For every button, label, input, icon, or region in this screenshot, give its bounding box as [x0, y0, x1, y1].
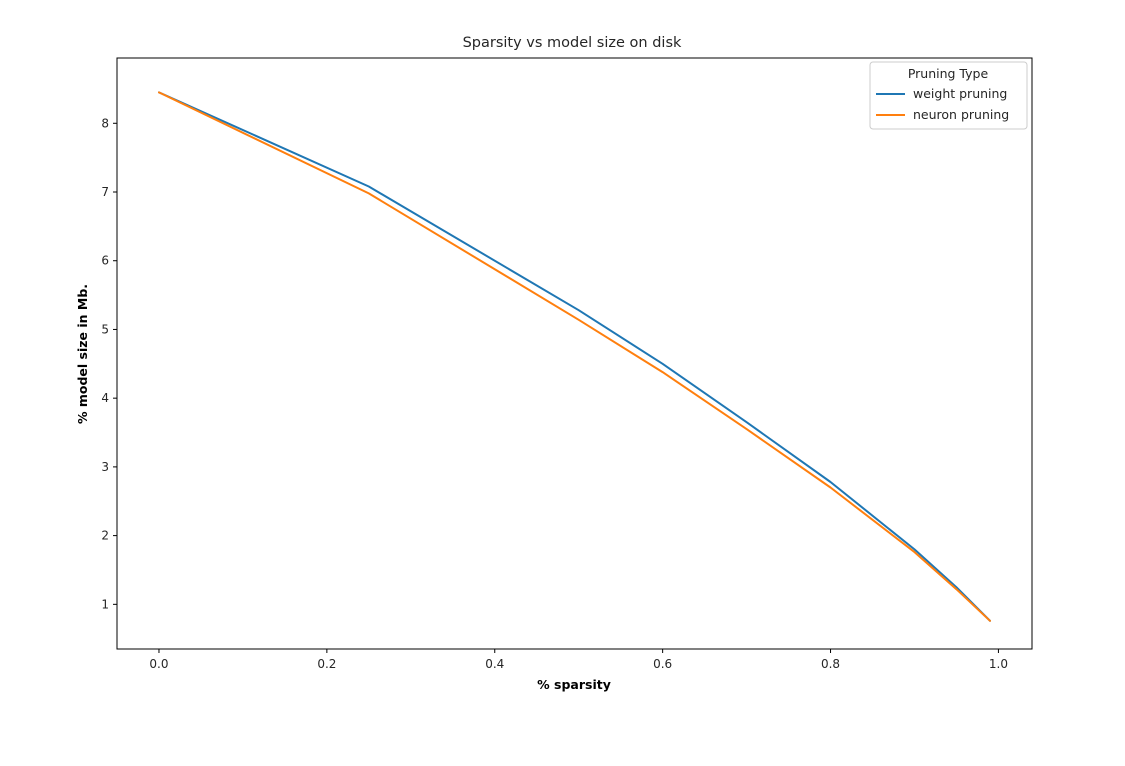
plot-area — [158, 91, 991, 622]
legend-title: Pruning Type — [908, 66, 989, 81]
x-tick-label: 0.0 — [149, 657, 168, 671]
series-line-weight-pruning — [158, 91, 991, 622]
x-tick-label: 0.2 — [317, 657, 336, 671]
series-line-neuron-pruning — [158, 91, 991, 622]
y-axis: 1 2 3 4 5 6 7 8 — [101, 116, 117, 611]
plot-frame — [116, 57, 1033, 650]
x-tick-label: 0.6 — [653, 657, 672, 671]
x-tick-label: 1.0 — [989, 657, 1008, 671]
y-tick-label: 2 — [101, 529, 109, 543]
y-tick-label: 3 — [101, 460, 109, 474]
x-tick-label: 0.4 — [485, 657, 504, 671]
y-tick-label: 7 — [101, 185, 109, 199]
legend-box — [869, 61, 1028, 130]
y-tick-label: 6 — [101, 254, 109, 268]
y-tick-label: 1 — [101, 597, 109, 611]
y-axis-label: % model size in Mb. — [75, 284, 90, 424]
x-tick-label: 0.8 — [821, 657, 840, 671]
legend-label-neuron-pruning: neuron pruning — [913, 107, 1009, 122]
legend: Pruning Type weight pruning neuron pruni… — [869, 61, 1028, 130]
x-axis-label: % sparsity — [537, 677, 611, 692]
x-axis: 0.0 0.2 0.4 0.6 0.8 1.0 — [149, 649, 1008, 671]
y-tick-label: 4 — [101, 391, 109, 405]
legend-label-weight-pruning: weight pruning — [913, 86, 1007, 101]
y-tick-label: 5 — [101, 322, 109, 336]
chart-title: Sparsity vs model size on disk — [463, 35, 682, 51]
y-tick-label: 8 — [101, 116, 109, 130]
